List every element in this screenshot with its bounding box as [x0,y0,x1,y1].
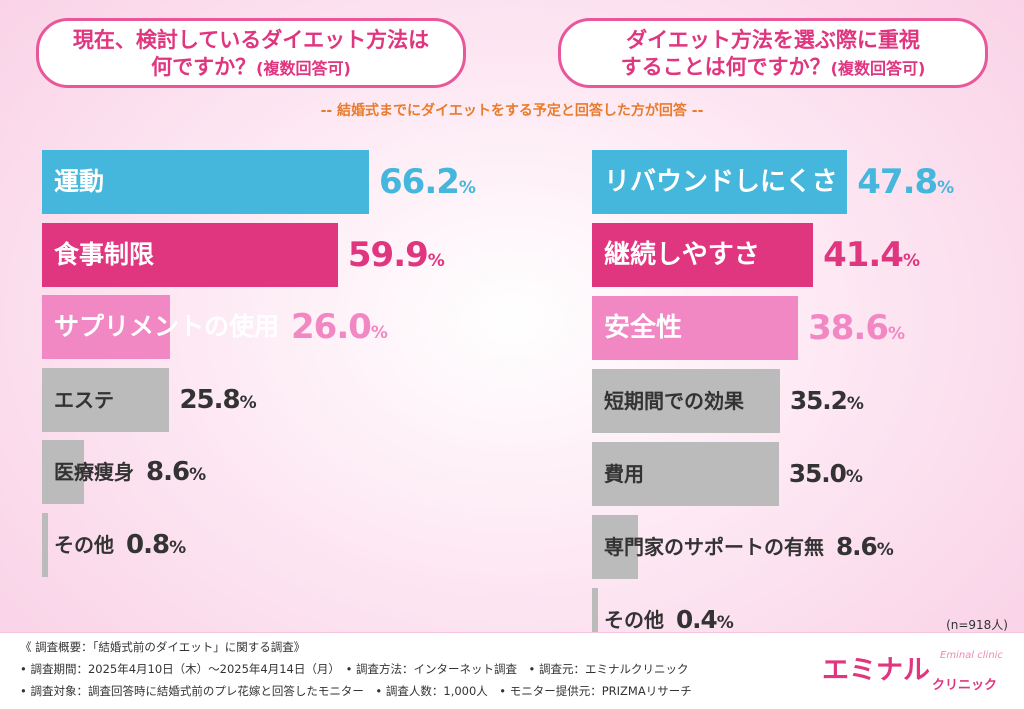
footer-survey-period: • 調査期間：2025年4月10日（木）〜2025年4月14日（月） • 調査方… [20,662,689,676]
bar [592,588,598,652]
bar [42,513,48,577]
footer-survey-target: • 調査対象：調査回答時に結婚式前のプレ花嫁と回答したモニター • 調査人数：1… [20,684,692,698]
bar [42,367,170,432]
bar-category-label: リバウンドしにくさ [604,167,838,197]
bar-category-label: 専門家のサポートの有無 [604,535,824,559]
bar-category-label: 運動 [54,167,105,196]
bar [42,295,171,360]
bar-category-label: エステ [54,387,114,412]
sample-size-note: (n=918人) [946,618,1008,632]
bar [42,150,370,214]
bar [42,440,85,505]
bar-value-label: 25.8% [179,384,257,415]
bar-category-label: その他 [54,533,114,557]
bar [592,296,799,360]
bar-value-label: 26.0% [291,307,388,348]
bar-category-label: 短期間での効果 [604,389,744,413]
bar-category-label: サプリメントの使用 [54,312,280,342]
bar [592,442,779,506]
question-right-line2: することは何ですか？ [620,55,831,79]
bar [592,515,638,579]
bar-value-label: 35.2% [789,386,864,415]
question-right-line1: ダイエット方法を選ぶ際に重視 [626,28,920,52]
bar-value-label: 38.6% [808,308,906,348]
bar-category-label: 安全性 [604,313,683,343]
bar-value-label: 35.0% [788,459,863,488]
survey-footer: 《 調査概要：「結婚式前のダイエット」に関する調査》 • 調査期間：2025年4… [0,632,1024,709]
question-left-bubble: 現在、検討しているダイエット方法は 何ですか？(複数回答可) [36,18,466,88]
bar-value-label: 41.4% [823,235,920,275]
bar [592,369,780,433]
bar-category-label: 医療痩身 [54,460,134,485]
bar-value-label: 8.6% [146,457,207,488]
bar-value-label: 0.8% [126,530,187,560]
bar [592,150,848,214]
question-right-note: (複数回答可) [830,59,926,78]
logo-sub-text: クリニック [932,678,998,693]
bar-category-label: その他 [604,608,664,632]
bar-category-label: 継続しやすさ [604,240,760,270]
bar-category-label: 食事制限 [54,239,155,269]
logo-script-text: Eminal clinic [940,650,1003,661]
question-left-line2: 何ですか？ [151,55,257,79]
bar-value-label: 0.4% [676,605,734,634]
respondent-subtitle: -- 結婚式までにダイエットをする予定と回答した方が回答 -- [320,103,704,119]
bar [42,222,338,287]
logo-main-text: エミナル [822,655,930,686]
question-right-bubble: ダイエット方法を選ぶ際に重視 することは何ですか？(複数回答可) [558,18,988,88]
bar-category-label: 費用 [604,462,644,486]
footer-summary-title: 《 調査概要：「結婚式前のダイエット」に関する調査》 [20,640,306,654]
bar-value-label: 8.6% [836,532,894,561]
bar [592,223,814,287]
bar-value-label: 59.9% [347,234,445,275]
question-left-line1: 現在、検討しているダイエット方法は [72,28,430,52]
bar-value-label: 47.8% [857,162,955,202]
bar-value-label: 66.2% [379,162,476,202]
question-left-note: (複数回答可) [256,59,351,78]
